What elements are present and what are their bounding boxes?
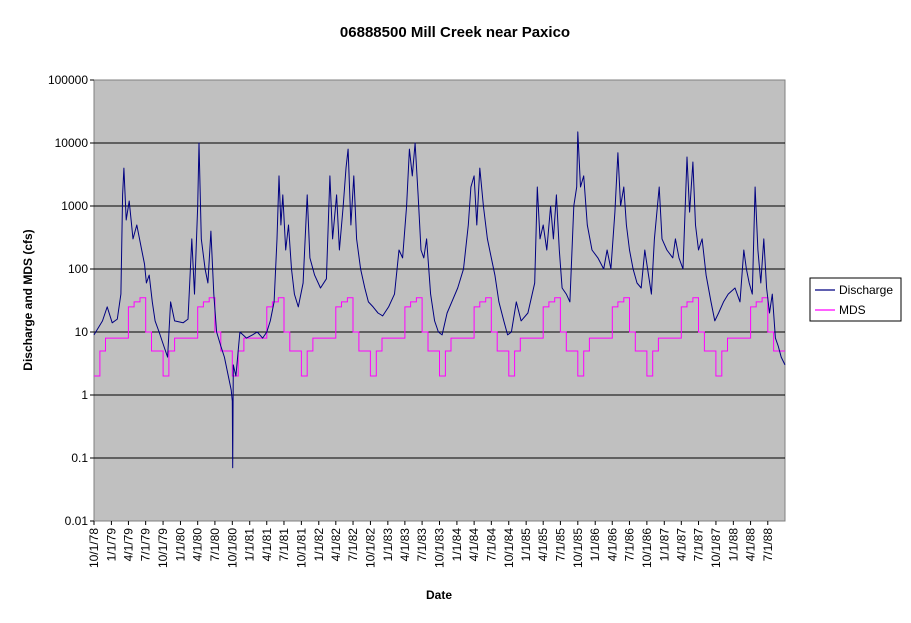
x-tick-label: 7/1/83 — [415, 528, 429, 562]
x-tick-label: 10/1/78 — [87, 528, 101, 568]
x-tick-label: 1/1/81 — [243, 528, 257, 562]
x-tick-label: 1/1/79 — [104, 528, 118, 562]
y-tick-label: 0.1 — [71, 451, 88, 465]
x-tick-label: 10/1/79 — [156, 528, 170, 568]
discharge-line — [93, 131, 786, 469]
x-tick-label: 4/1/83 — [398, 528, 412, 562]
y-tick-label: 1 — [81, 388, 88, 402]
chart-title: 06888500 Mill Creek near Paxico — [340, 24, 570, 41]
x-tick-label: 10/1/87 — [709, 528, 723, 568]
x-tick-label: 10/1/83 — [433, 528, 447, 568]
x-tick-label: 7/1/86 — [622, 528, 636, 562]
x-tick-label: 10/1/80 — [225, 528, 239, 568]
legend-box — [809, 277, 902, 322]
x-axis-label: Date — [426, 588, 452, 602]
x-tick-label: 1/1/88 — [726, 528, 740, 562]
x-tick-label: 1/1/87 — [657, 528, 671, 562]
x-tick-label: 4/1/85 — [536, 528, 550, 562]
x-tick-label: 1/1/82 — [312, 528, 326, 562]
y-tick-label: 100 — [68, 262, 88, 276]
x-tick-label: 4/1/86 — [605, 528, 619, 562]
x-tick-label: 7/1/84 — [484, 528, 498, 562]
x-tick-label: 7/1/85 — [553, 528, 567, 562]
series-lines — [93, 131, 786, 469]
x-tick-label: 4/1/80 — [191, 528, 205, 562]
x-tick-label: 1/1/83 — [381, 528, 395, 562]
legend-label-mds: MDS — [839, 303, 866, 317]
x-tick-label: 10/1/81 — [294, 528, 308, 568]
x-tick-label: 10/1/86 — [640, 528, 654, 568]
x-tick-label: 1/1/85 — [519, 528, 533, 562]
x-tick-label: 7/1/88 — [761, 528, 775, 562]
y-tick-label: 10 — [75, 325, 89, 339]
plot-area — [93, 79, 786, 522]
y-tick-label: 0.01 — [65, 514, 89, 528]
x-tick-label: 7/1/81 — [277, 528, 291, 562]
x-tick-label: 4/1/84 — [467, 528, 481, 562]
x-tick-label: 7/1/87 — [692, 528, 706, 562]
y-axis-label: Discharge and MDS (cfs) — [21, 229, 35, 370]
x-tick-label: 10/1/82 — [363, 528, 377, 568]
y-tick-label: 1000 — [61, 199, 88, 213]
legend: Discharge MDS — [809, 277, 902, 322]
x-tick-label: 10/1/84 — [502, 528, 516, 568]
x-tick-label: 4/1/87 — [674, 528, 688, 562]
x-tick-label: 4/1/82 — [329, 528, 343, 562]
y-tick-label: 100000 — [48, 73, 88, 87]
y-axis-ticks: 0.01 0.1 1 10 100 1000 10000 100000 — [48, 73, 94, 528]
x-tick-label: 1/1/84 — [450, 528, 464, 562]
x-tick-label: 4/1/81 — [260, 528, 274, 562]
y-tick-label: 10000 — [55, 136, 89, 150]
x-tick-label: 1/1/86 — [588, 528, 602, 562]
x-tick-label: 4/1/88 — [744, 528, 758, 562]
x-tick-label: 7/1/79 — [139, 528, 153, 562]
legend-label-discharge: Discharge — [839, 283, 893, 297]
x-axis-ticks: 10/1/78 1/1/79 4/1/79 7/1/79 10/1/79 1/1/80 4/… — [87, 521, 775, 568]
x-tick-label: 7/1/82 — [346, 528, 360, 562]
x-tick-label: 1/1/80 — [173, 528, 187, 562]
x-tick-label: 4/1/79 — [121, 528, 135, 562]
x-tick-label: 10/1/85 — [571, 528, 585, 568]
x-tick-label: 7/1/80 — [208, 528, 222, 562]
